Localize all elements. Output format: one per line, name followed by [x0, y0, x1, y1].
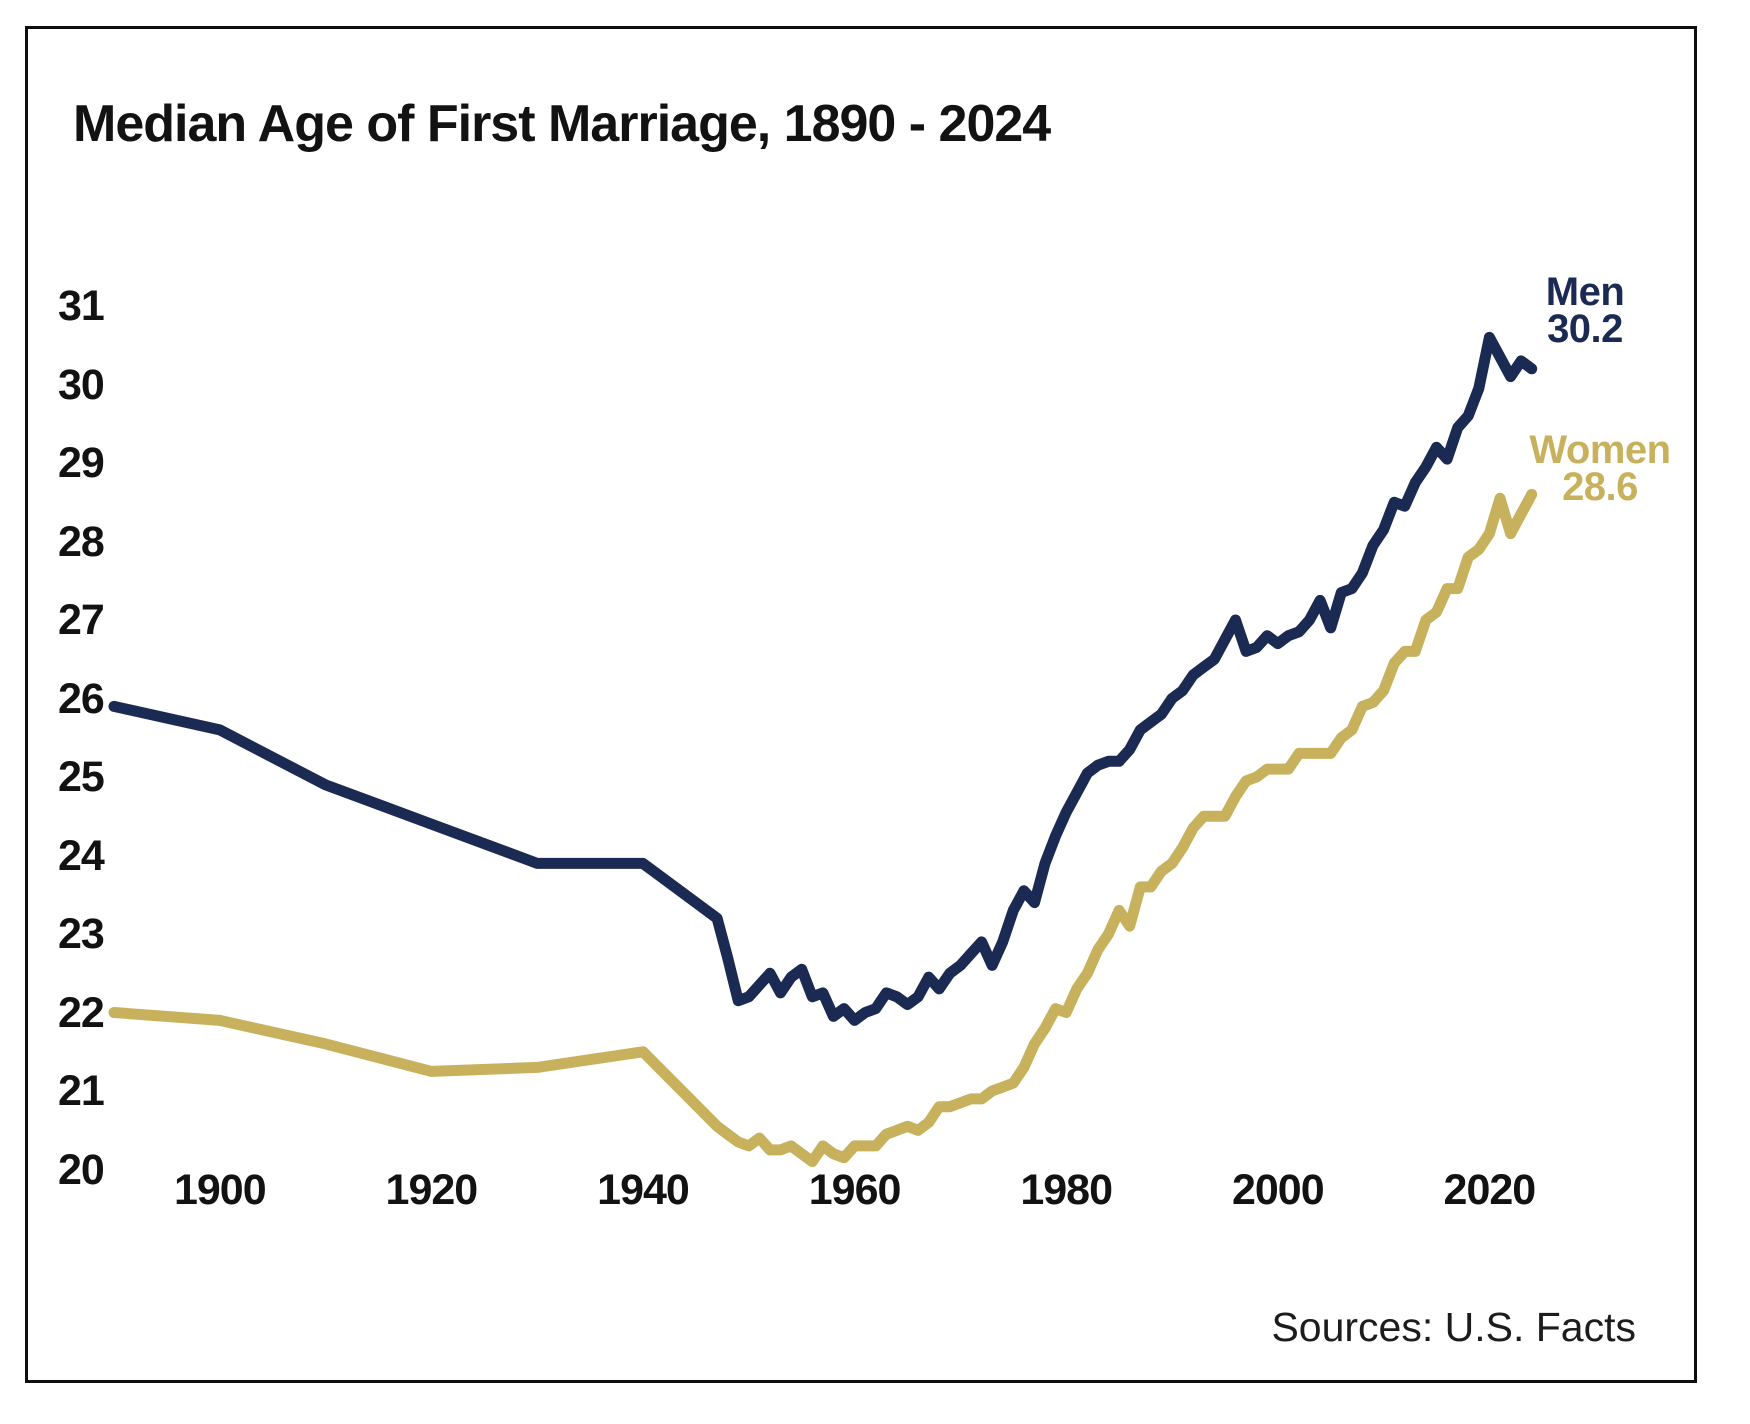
y-tick-label-30: 30	[58, 360, 105, 409]
x-tick-label-1980: 1980	[1020, 1166, 1113, 1214]
y-tick-label-27: 27	[58, 596, 105, 644]
source-attribution: Sources: U.S. Facts	[1271, 1304, 1636, 1350]
y-tick-label-29: 29	[58, 439, 105, 487]
women-series-end-value: 28.6	[1562, 465, 1638, 509]
y-tick-label-25: 25	[58, 753, 105, 801]
men-series-label: Men	[1545, 270, 1625, 314]
x-tick-label-1960: 1960	[808, 1166, 902, 1214]
y-tick-label-22: 22	[58, 988, 105, 1037]
y-tick-label-24: 24	[58, 831, 105, 880]
chart-title: Median Age of First Marriage, 1890 - 202…	[73, 95, 1051, 153]
women-line	[108, 488, 1538, 1168]
y-tick-label-31: 31	[58, 282, 105, 330]
men-line	[108, 331, 1538, 1026]
y-tick-label-20: 20	[58, 1145, 105, 1194]
x-tick-label-2000: 2000	[1231, 1166, 1325, 1214]
chart-frame-border	[25, 26, 1697, 1383]
x-tick-label-1920: 1920	[385, 1166, 479, 1214]
y-tick-label-21: 21	[58, 1067, 105, 1115]
x-tick-label-2020: 2020	[1443, 1166, 1537, 1214]
x-tick-label-1900: 1900	[173, 1166, 267, 1214]
y-tick-label-26: 26	[58, 674, 105, 723]
y-tick-label-28: 28	[58, 517, 105, 566]
women-series-label-block: Women 28.6	[1505, 428, 1695, 509]
men-series-end-value: 30.2	[1547, 307, 1623, 351]
y-tick-label-23: 23	[58, 910, 105, 958]
women-series-label: Women	[1529, 428, 1671, 472]
x-tick-label-1940: 1940	[597, 1166, 690, 1214]
men-series-label-block: Men 30.2	[1505, 270, 1665, 351]
